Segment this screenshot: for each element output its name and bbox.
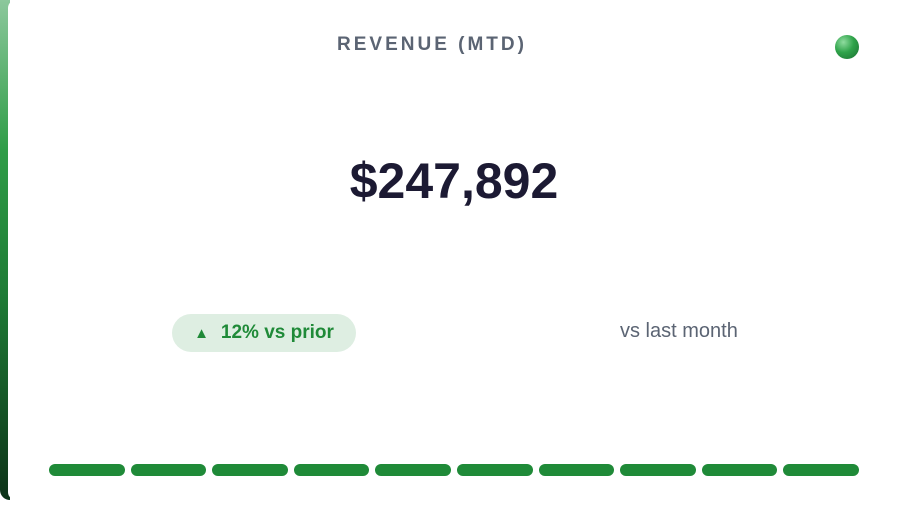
progress-segment <box>293 464 370 476</box>
accent-bar <box>0 0 10 500</box>
metric-title: REVENUE (MTD) <box>337 34 527 55</box>
progress-segment <box>456 464 533 476</box>
accent-bar-fill <box>0 0 10 500</box>
progress-segments <box>49 464 859 476</box>
progress-segment <box>130 464 207 476</box>
comparison-label: vs last month <box>620 320 738 342</box>
metric-value: $247,892 <box>349 153 559 209</box>
delta-badge: ▲ 12% vs prior <box>172 314 356 352</box>
delta-text: 12% vs prior <box>220 322 334 343</box>
progress-segment <box>375 464 451 476</box>
progress-segment <box>49 464 125 476</box>
trend-up-icon: ▲ <box>194 324 209 342</box>
accent-bar-cover <box>8 0 10 500</box>
progress-segment <box>701 464 778 476</box>
progress-segment <box>538 464 615 476</box>
status-dot-icon <box>835 35 859 59</box>
progress-segment <box>783 464 859 476</box>
progress-segment <box>212 464 288 476</box>
progress-segment <box>620 464 696 476</box>
